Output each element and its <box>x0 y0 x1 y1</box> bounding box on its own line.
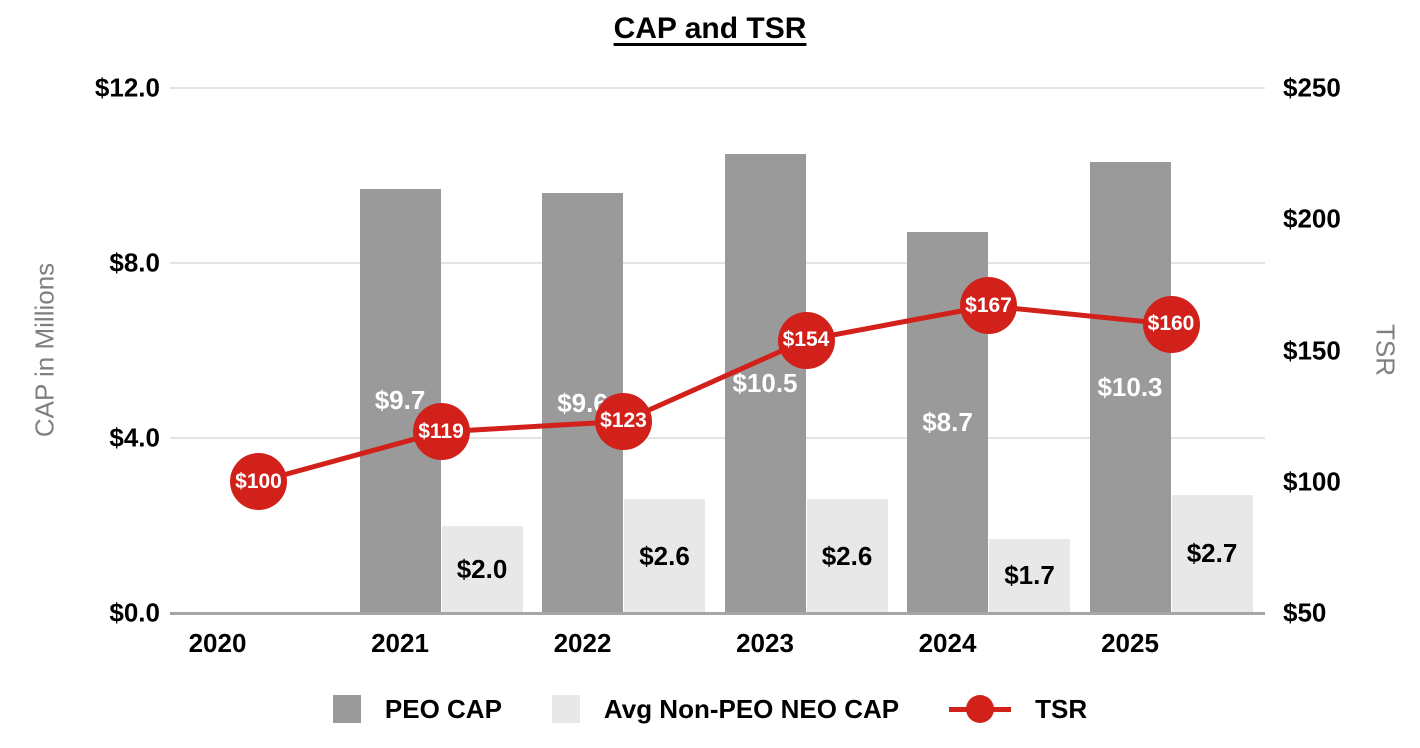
chart-title: CAP and TSR <box>613 12 807 45</box>
legend-item-tsr: TSR <box>949 694 1087 725</box>
tsr-polyline <box>257 303 1172 485</box>
legend-item-non-peo-neo-cap: Avg Non-PEO NEO CAP <box>551 693 900 725</box>
left-axis-tick-label: $12.0 <box>94 72 160 103</box>
non-peo-neo-cap-bar-value-label: $2.0 <box>456 553 508 584</box>
peo-cap-bar-value-label: $10.5 <box>732 367 798 398</box>
peo-cap-swatch-icon <box>332 695 361 723</box>
tsr-marker-value-label: $154 <box>782 328 830 351</box>
right-axis-tick-label: $200 <box>1283 203 1341 234</box>
non-peo-neo-cap-bar: $1.7 <box>989 538 1070 613</box>
x-axis-label: 2024 <box>918 628 977 658</box>
non-peo-neo-cap-bar-value-label: $2.6 <box>639 540 690 571</box>
gridline <box>170 437 1265 439</box>
tsr-swatch-circle <box>966 695 995 723</box>
right-axis-tick-label: $250 <box>1283 72 1341 103</box>
right-axis-tick-label: $50 <box>1283 597 1327 628</box>
non-peo-neo-cap-bar-value-label: $2.6 <box>821 540 873 571</box>
tsr-marker-value-label: $160 <box>1147 312 1195 336</box>
peo-cap-bar: $9.7 <box>359 188 441 613</box>
left-axis-tick-label: $4.0 <box>109 422 160 453</box>
gridline <box>170 87 1265 89</box>
left-axis-title: CAP in Millions <box>29 262 60 438</box>
x-axis-label: 2021 <box>371 628 429 658</box>
tsr-line-marker-icon <box>949 695 1012 723</box>
tsr-marker: $100 <box>230 453 287 511</box>
tsr-marker: $160 <box>1142 295 1200 353</box>
peo-cap-bar: $10.3 <box>1089 162 1171 613</box>
tsr-line <box>257 303 1172 485</box>
legend-label-peo-cap: PEO CAP <box>384 693 502 724</box>
plot-area: $9.7 $2.0 $9.6 $2.6 $10.5 $2.6 $8.7 $1.7 $10.3 $2… <box>170 87 1265 615</box>
left-axis-tick-label: $8.0 <box>109 247 160 278</box>
tsr-marker: $119 <box>412 403 470 461</box>
right-axis-tick-label: $150 <box>1283 335 1341 365</box>
non-peo-neo-cap-bar: $2.6 <box>806 499 888 613</box>
non-peo-neo-cap-bar: $2.0 <box>441 525 523 613</box>
right-axis-title: TSR <box>1370 324 1401 376</box>
x-axis-label: 2023 <box>736 628 794 658</box>
x-axis-label: 2020 <box>188 628 247 658</box>
legend-item-peo-cap: PEO CAP <box>332 693 502 725</box>
tsr-marker: $167 <box>960 277 1017 335</box>
legend-label-non-peo-neo-cap: Avg Non-PEO NEO CAP <box>603 693 900 724</box>
tsr-marker: $123 <box>595 392 652 450</box>
legend-label-tsr: TSR <box>1035 693 1088 724</box>
tsr-marker-value-label: $119 <box>418 419 464 443</box>
peo-cap-bar-value-label: $10.3 <box>1097 372 1163 403</box>
left-axis-tick-label: $0.0 <box>109 597 160 628</box>
x-axis-label: 2025 <box>1101 628 1159 658</box>
x-axis-label: 2022 <box>553 628 612 658</box>
non-peo-neo-cap-bar-value-label: $1.7 <box>1004 560 1055 591</box>
right-axis-tick-label: $100 <box>1283 466 1341 497</box>
x-axis-line <box>170 612 1265 615</box>
peo-cap-bar-value-label: $8.7 <box>922 407 973 438</box>
tsr-marker-value-label: $167 <box>965 293 1012 317</box>
non-peo-neo-cap-bar: $2.7 <box>1171 494 1253 613</box>
non-peo-neo-cap-swatch-icon <box>551 695 580 723</box>
tsr-marker-value-label: $100 <box>235 469 282 493</box>
legend: PEO CAP Avg Non-PEO NEO CAP TSR <box>0 691 1420 727</box>
non-peo-neo-cap-bar: $2.6 <box>624 499 705 613</box>
tsr-marker: $154 <box>777 311 835 369</box>
peo-cap-bar: $10.5 <box>724 153 806 613</box>
gridline <box>170 262 1265 264</box>
peo-cap-bar-value-label: $9.7 <box>374 385 426 416</box>
non-peo-neo-cap-bar-value-label: $2.7 <box>1186 538 1238 569</box>
tsr-marker-value-label: $123 <box>600 409 647 433</box>
